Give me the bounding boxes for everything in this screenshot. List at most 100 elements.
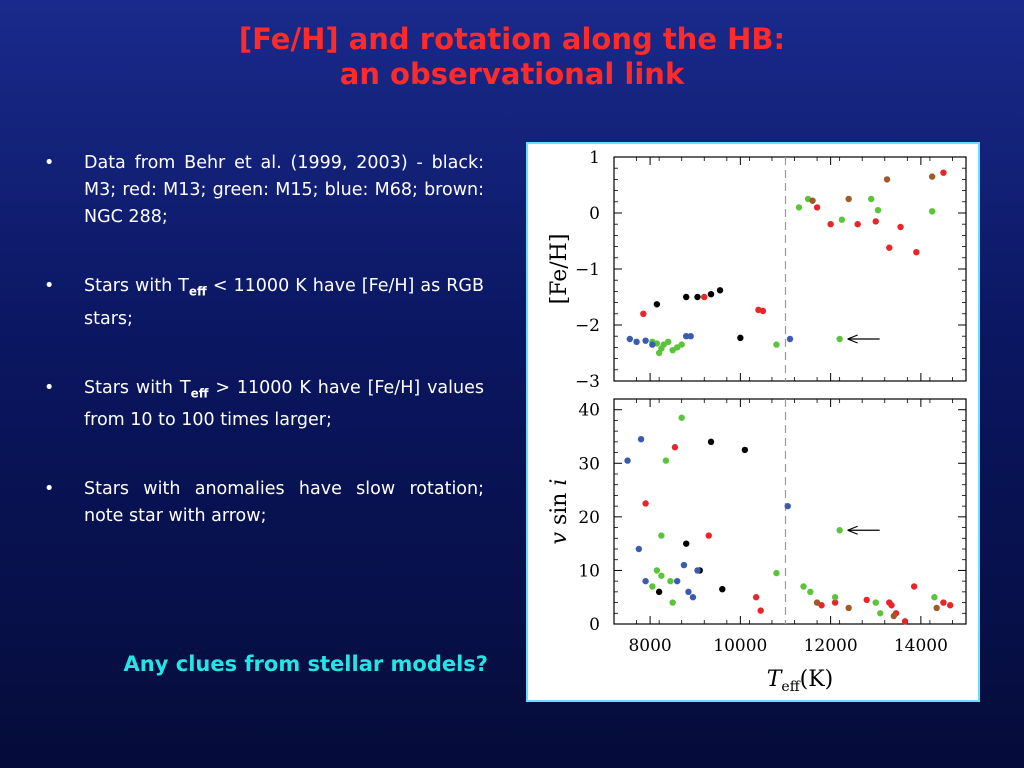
figure-panel: 1 0 −1 −2 −3 [Fe/H] 40 30 20 10 0 8000 10000 12000 140… [526,142,980,702]
data-point-m13 [827,221,834,228]
data-point-m15 [678,341,685,348]
x-axis-label: Teff(K) [767,667,834,695]
data-point-ngc288 [809,197,816,204]
data-point-m15 [658,572,665,579]
data-point-m15 [667,577,674,585]
bullet-list: • Data from Behr et al. (1999, 2003) - b… [44,150,484,572]
data-point-m13 [640,310,647,317]
data-point-m13 [872,218,879,225]
bullet-subscript: eff [190,386,209,400]
data-point-m15 [874,207,882,214]
data-point-m15 [773,341,780,348]
data-point-m13 [863,596,870,604]
panel-vsini: 40 30 20 10 0 8000 10000 12000 14000 v sin i Teff(… [547,398,967,695]
data-point-m15 [800,583,807,590]
bullet-dot: • [44,276,55,296]
y-axis-label: [Fe/H] [547,234,572,305]
data-point-m13 [913,249,920,256]
data-point-m68 [642,577,649,585]
data-point-m3 [737,334,744,342]
bullet-text-post: < 11000 K have [Fe/H] as RGB stars; [84,276,484,329]
data-point-ngc288 [813,599,821,606]
bullet-dot: • [44,377,55,398]
x-axis-label-sub: eff [781,679,800,695]
data-point-m13 [888,602,895,609]
bullet-text: Stars with anomalies have slow rotation;… [84,479,484,526]
data-point-m68 [624,457,631,464]
bullet-dot: • [44,479,55,499]
data-point-m13 [854,221,861,228]
data-point-m3 [716,287,724,294]
data-point-m15 [649,583,656,590]
data-point-m3 [707,291,715,298]
bullet-item: • Stars with Teff > 11000 K have [Fe/H] … [44,375,484,435]
bullet-item: • Stars with anomalies have slow rotatio… [44,476,484,530]
data-point-m68 [683,333,690,340]
y-tick-label: 10 [578,561,600,581]
data-point-m68 [680,561,688,569]
data-point-m15 [838,216,846,223]
y-axis-label-v: v [547,531,572,544]
data-point-m15 [795,204,803,211]
y-tick-label: 1 [589,148,600,168]
data-point-m68 [635,545,643,553]
data-point-ngc288 [928,173,936,180]
y-axis-label: v sin i [547,479,572,545]
data-point-m15 [807,588,814,596]
data-point-m68 [689,594,697,601]
y-axis-label-sin: sin [547,486,572,532]
data-point-m68 [784,502,791,510]
data-point-m15 [653,567,661,574]
data-point-m68 [649,341,656,348]
data-point-ngc288 [933,604,940,612]
y-tick-label: 40 [578,401,600,421]
y-tick-label: 30 [578,454,600,474]
x-axis-label-unit: (K) [800,667,834,692]
plot-frame [613,156,967,382]
y-axis-label-i: i [547,479,572,486]
question-text: Any clues from stellar models? [123,652,488,676]
data-point-m15 [662,457,670,464]
data-point-m68 [626,335,633,343]
data-point-m15 [831,594,839,601]
data-point-m15 [931,594,938,601]
data-point-ngc288 [890,612,897,620]
y-tick-label: 20 [578,508,600,528]
data-point-m15 [836,527,843,534]
data-point-m13 [642,500,649,507]
data-point-m13 [671,444,679,451]
data-point-m15 [877,610,884,617]
data-point-m13 [831,599,839,606]
x-tick-label: 8000 [628,636,671,656]
data-point-m15 [773,569,780,577]
bullet-item: • Stars with Teff < 11000 K have [Fe/H] … [44,273,484,333]
data-point-m3 [655,588,663,596]
x-tick-label: 12000 [804,636,858,656]
y-tick-label: −2 [575,316,600,336]
data-point-m13 [759,307,767,315]
x-axis-label-t: T [767,667,784,692]
bullet-text: Data from Behr et al. (1999, 2003) - bla… [84,153,484,227]
slide-title: [Fe/H] and rotation along the HB: an obs… [0,22,1024,92]
data-point-m68 [786,335,794,343]
data-point-m15 [872,599,879,606]
plot-frame [613,398,967,625]
data-point-m13 [901,618,909,625]
data-point-m13 [757,607,764,614]
data-point-m68 [687,333,694,340]
y-tick-label: 0 [589,615,600,635]
data-point-m15 [658,532,665,539]
data-point-m15 [669,599,676,606]
x-tick-label: 10000 [713,636,767,656]
data-point-m13 [910,583,918,590]
data-point-m68 [642,337,649,344]
data-point-m13 [752,594,760,601]
title-line-1: [Fe/H] and rotation along the HB: [238,22,786,56]
arrow-head [847,525,858,535]
bullet-item: • Data from Behr et al. (1999, 2003) - b… [44,150,484,231]
title-line-2: an observational link [339,57,685,91]
data-point-m68 [694,567,701,574]
y-tick-label: 0 [589,204,600,224]
bullet-text-pre: Stars with T [84,377,191,398]
data-point-m13 [813,204,821,211]
